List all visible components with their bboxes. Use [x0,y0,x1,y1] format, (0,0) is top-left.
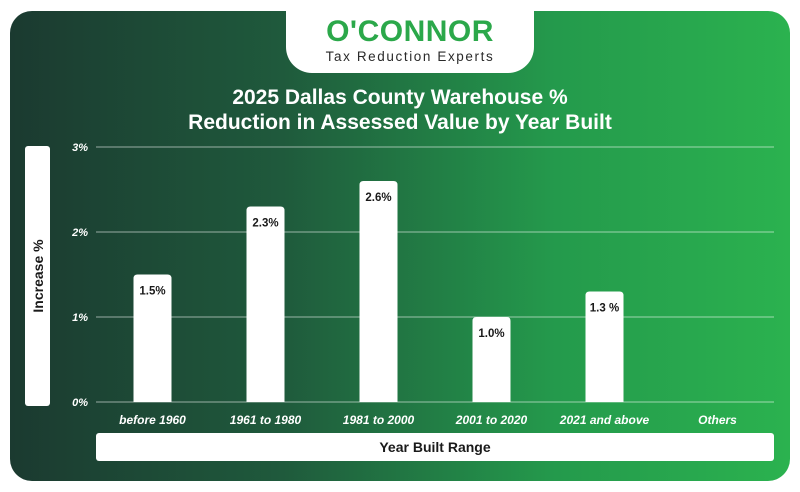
x-category-labels: before 1960 1961 to 1980 1981 to 2000 2001 … [119,413,737,427]
y-axis-label-box: Increase % [25,146,50,406]
x-category-label: 1981 to 2000 [343,413,415,427]
y-tick-labels: 0% 1% 2% 3% [71,142,88,409]
bars: 1.5% 2.3% 2.6% 1.0% 1.3 % [133,181,624,402]
x-category-label: before 1960 [119,413,186,427]
bar [246,206,285,402]
logo-name: O'CONNOR [326,15,494,48]
data-label: 1.5% [139,286,165,298]
gridlines [96,146,774,403]
bar [359,181,398,402]
x-axis-label: Year Built Range [96,433,774,461]
logo: O'CONNOR Tax Reduction Experts [286,11,534,73]
x-category-label: 1961 to 1980 [230,413,302,427]
chart-title-line2: Reduction in Assessed Value by Year Buil… [188,111,612,134]
bar [133,274,172,402]
x-category-label: Others [698,413,737,427]
chart-card: O'CONNOR Tax Reduction Experts 2025 Dall… [10,11,790,481]
x-category-label: 2001 to 2020 [455,413,528,427]
y-tick-label: 3% [72,142,88,154]
data-label: 1.0% [478,328,504,340]
data-label: 2.6% [365,192,391,204]
bar [472,317,511,402]
x-category-label: 2021 and above [559,413,650,427]
bar [585,291,624,402]
y-tick-label: 0% [72,397,88,409]
logo-tagline: Tax Reduction Experts [325,49,495,64]
y-tick-label: 1% [72,312,88,324]
chart-title-line1: 2025 Dallas County Warehouse % [232,86,568,109]
chart-title: 2025 Dallas County Warehouse % Reduction… [10,85,790,135]
data-label: 2.3% [252,218,278,230]
bar-chart-plot: 1.5% 2.3% 2.6% 1.0% 1.3 % 0% 1% 2% 3% before 19… [71,142,774,427]
y-tick-label: 2% [71,227,88,239]
data-label: 1.3 % [590,303,619,315]
